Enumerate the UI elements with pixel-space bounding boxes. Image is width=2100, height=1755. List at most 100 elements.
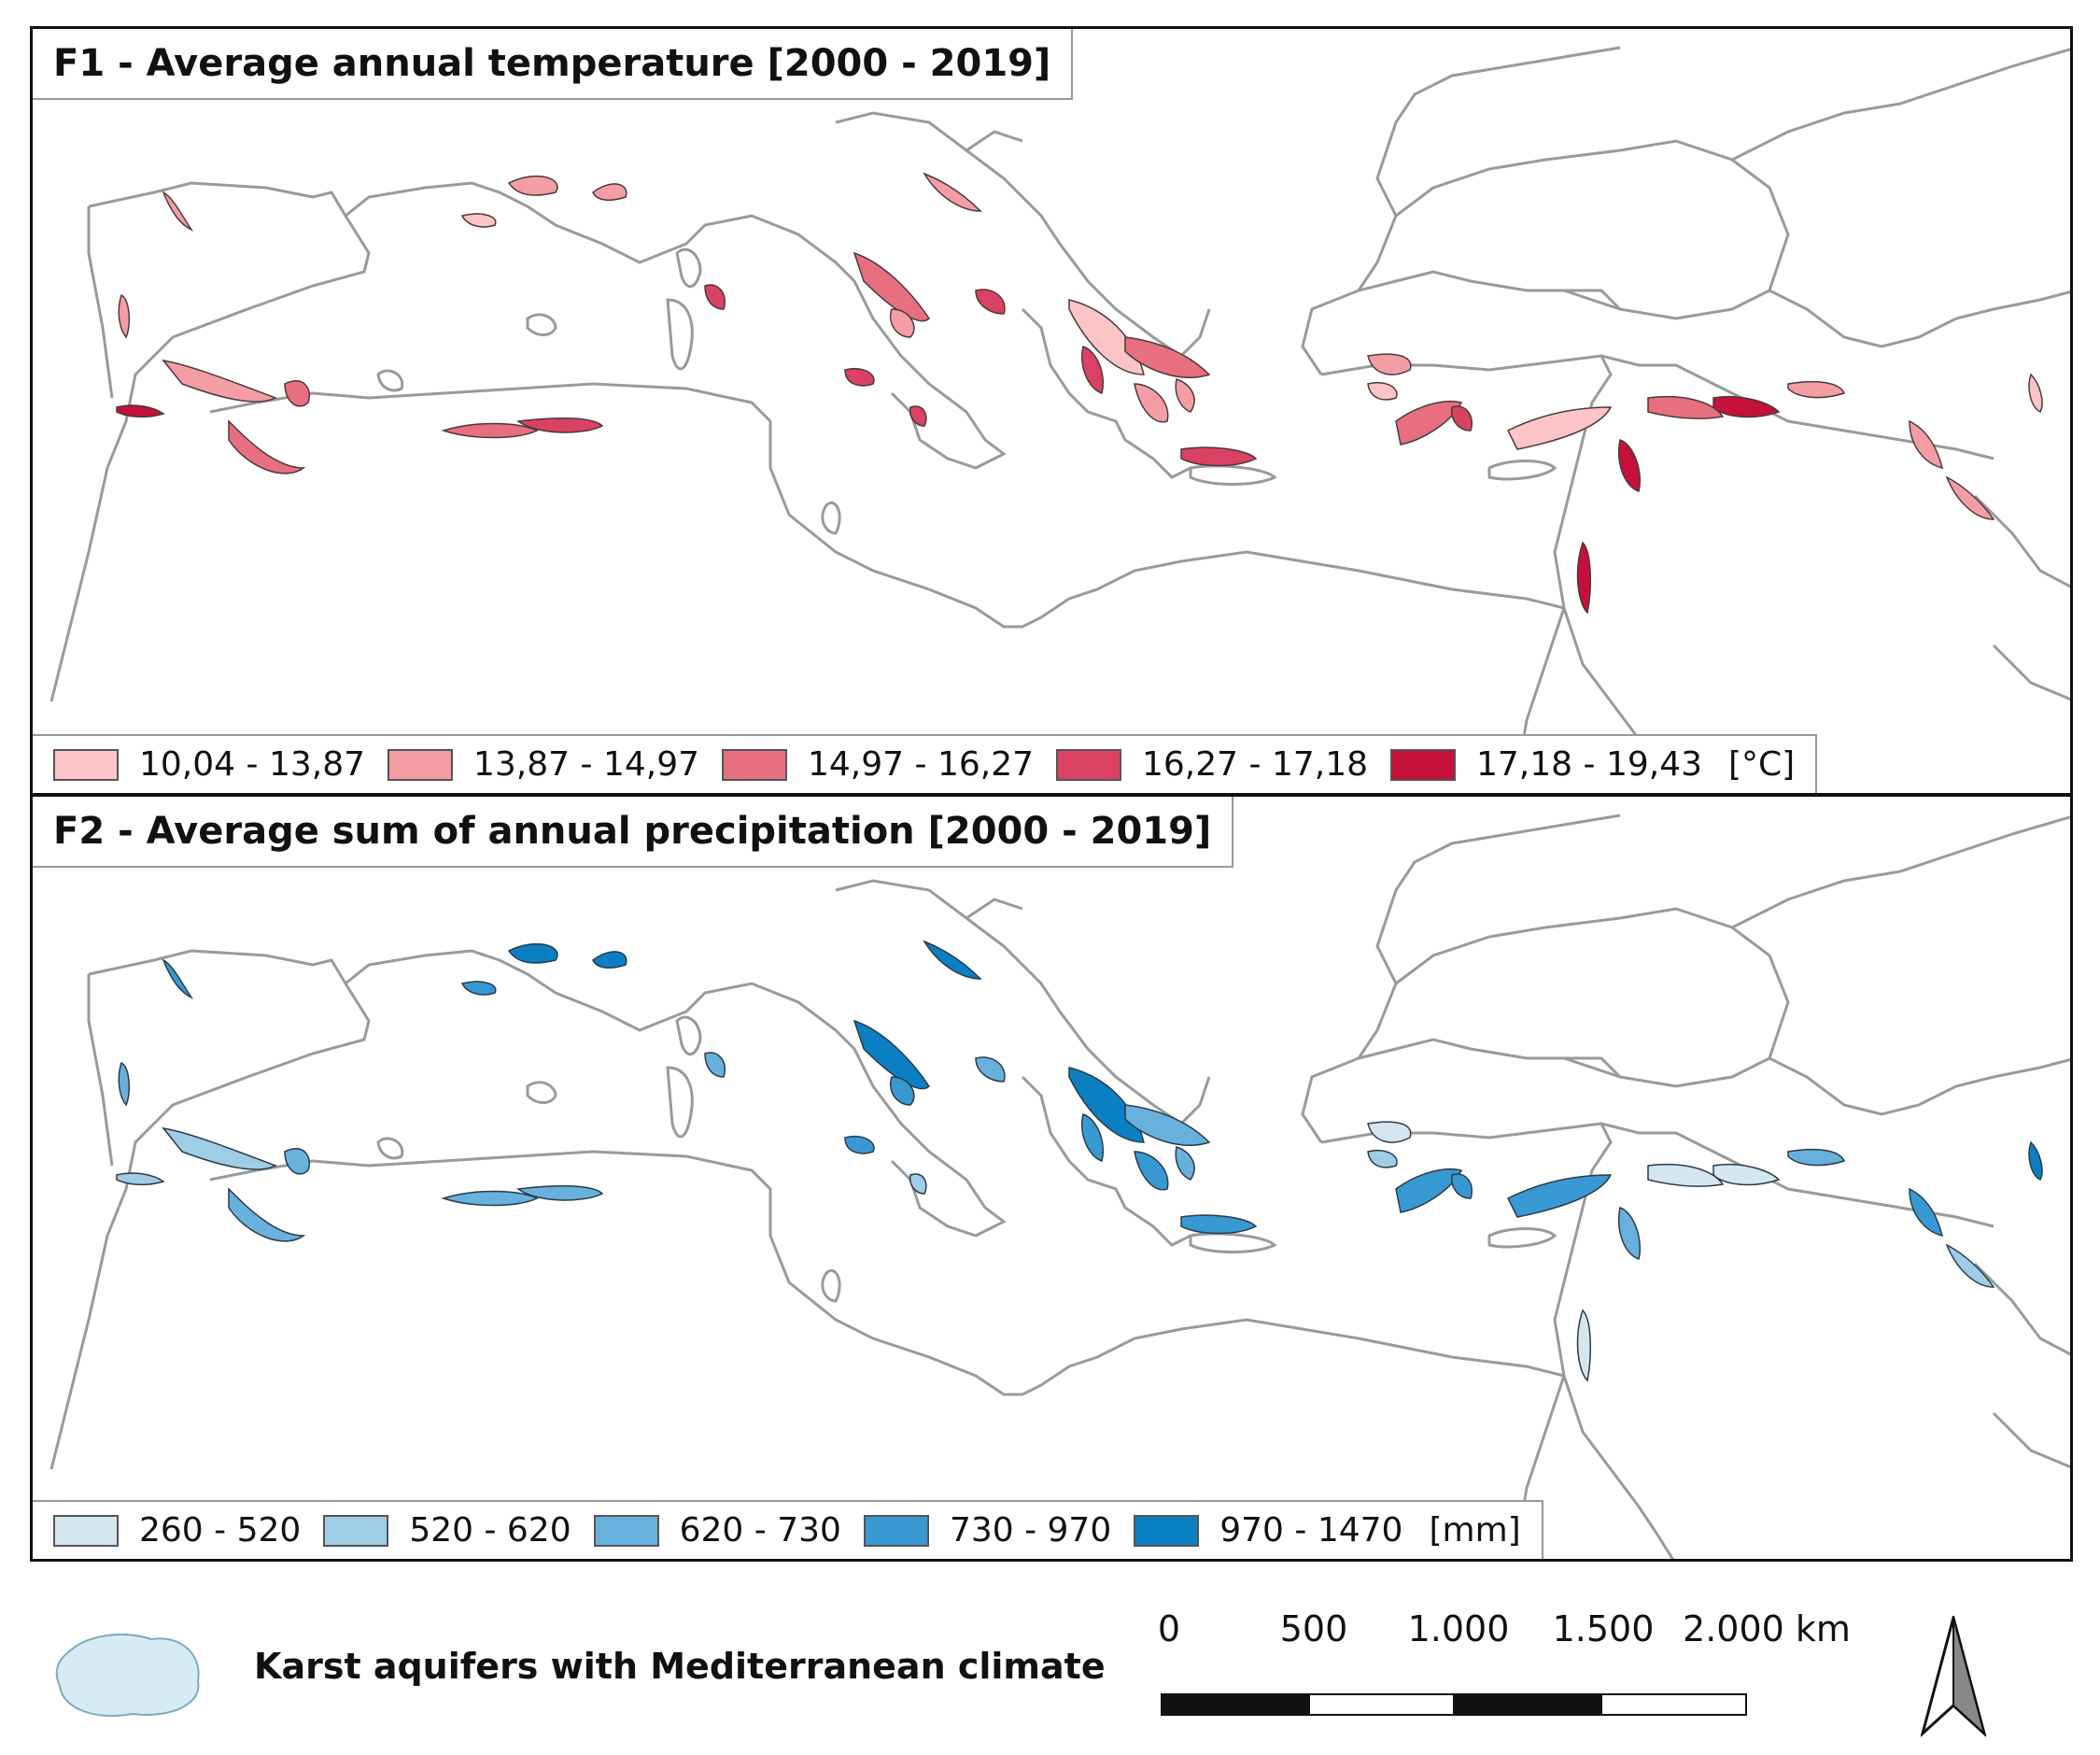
- aquifer-polygon: [1175, 1146, 1195, 1181]
- legend-label: 13,87 - 14,97: [473, 745, 699, 784]
- aquifer-polygon: [516, 1184, 604, 1201]
- legend-item: 730 - 970: [863, 1511, 1112, 1550]
- legend-label: 10,04 - 13,87: [139, 745, 365, 784]
- legend-swatch: [53, 748, 119, 781]
- legend-label: 520 - 620: [409, 1511, 571, 1550]
- aquifer-polygon: [228, 1187, 306, 1242]
- aquifer-polygon: [1712, 1163, 1781, 1186]
- legend-swatch: [1134, 1514, 1200, 1547]
- aquifer-polygon: [1787, 380, 1846, 399]
- aquifer-sample-label: Karst aquifers with Mediterranean climat…: [254, 1646, 1106, 1687]
- legend-unit: [mm]: [1429, 1511, 1521, 1550]
- aquifer-polygon: [1367, 1121, 1412, 1143]
- aquifer-polygon: [1787, 1148, 1846, 1167]
- legend-item: 620 - 730: [593, 1511, 841, 1550]
- aquifer-polygon: [507, 175, 558, 196]
- aquifer-polygon: [460, 981, 497, 996]
- aquifer-polygon: [923, 940, 982, 980]
- aquifer-polygon: [118, 293, 131, 339]
- legend-temperature: 10,04 - 13,87 13,87 - 14,97 14,97 - 16,2…: [33, 734, 1818, 793]
- legend-swatch: [863, 1514, 929, 1547]
- aquifer-polygon: [890, 308, 915, 338]
- aquifer-polygon: [909, 405, 927, 427]
- aquifer-polygon: [923, 172, 982, 212]
- aquifer-polygon: [1134, 383, 1169, 423]
- aquifer-polygon: [1576, 541, 1592, 615]
- aquifer-polygon: [1124, 336, 1211, 378]
- scale-label: 1.500: [1552, 1608, 1655, 1649]
- aquifer-polygon: [975, 289, 1006, 315]
- coastline: [49, 814, 2070, 1559]
- map-temperature: [49, 46, 2070, 793]
- aquifer-polygon: [1068, 299, 1145, 375]
- aquifer-polygon: [1180, 1214, 1258, 1235]
- panel-title: F1 - Average annual temperature [2000 - …: [33, 29, 1074, 100]
- aquifer-polygon: [228, 419, 306, 474]
- aquifer-polygons: [116, 172, 2043, 615]
- aquifer-polygon: [516, 417, 604, 433]
- aquifer-polygon: [1367, 382, 1398, 401]
- aquifer-polygon: [1175, 378, 1195, 413]
- aquifer-polygon: [1945, 475, 1995, 520]
- legend-item: 260 - 520: [53, 1511, 301, 1550]
- aquifer-polygon: [1618, 1207, 1641, 1260]
- legend-label: 17,18 - 19,43: [1476, 745, 1702, 784]
- aquifer-polygon: [1134, 1151, 1169, 1191]
- aquifer-polygon: [162, 191, 194, 232]
- coastline: [49, 46, 2070, 793]
- legend-label: 970 - 1470: [1219, 1511, 1403, 1550]
- map-panel-temperature: F1 - Average annual temperature [2000 - …: [30, 26, 2073, 796]
- legend-item: 14,97 - 16,27: [722, 745, 1034, 784]
- aquifer-polygon: [162, 1126, 277, 1170]
- aquifer-polygon: [1367, 1150, 1398, 1168]
- aquifer-polygon: [853, 251, 930, 322]
- legend-swatch: [1056, 748, 1121, 781]
- aquifer-polygon: [592, 951, 627, 969]
- aquifer-polygon: [844, 368, 875, 387]
- legend-swatch: [593, 1514, 659, 1547]
- aquifer-polygon: [704, 284, 726, 310]
- legend-swatch: [722, 748, 787, 781]
- aquifer-polygon: [1395, 1168, 1463, 1213]
- map-panel-precipitation: F2 - Average sum of annual precipitation…: [30, 794, 2073, 1562]
- aquifer-polygon: [1909, 1187, 1944, 1238]
- aquifer-polygon: [1367, 353, 1412, 375]
- legend-label: 14,97 - 16,27: [808, 745, 1034, 784]
- aquifer-polygon: [592, 183, 627, 202]
- aquifer-polygon: [909, 1173, 927, 1195]
- legend-item: 970 - 1470: [1134, 1511, 1402, 1550]
- aquifer-polygon: [844, 1136, 875, 1154]
- aquifer-polygon: [1451, 405, 1473, 432]
- legend-swatch: [388, 748, 453, 781]
- aquifer-polygon: [890, 1076, 915, 1106]
- north-arrow-icon: [1921, 1616, 1986, 1737]
- legend-item: 520 - 620: [323, 1511, 571, 1550]
- aquifer-polygon: [1180, 446, 1258, 467]
- aquifer-polygon: [2028, 1140, 2043, 1182]
- aquifer-polygon: [507, 942, 558, 964]
- aquifer-polygon: [116, 1172, 165, 1186]
- legend-swatch: [53, 1514, 119, 1547]
- scale-label: 1.000: [1407, 1608, 1510, 1649]
- aquifer-polygon: [1647, 395, 1725, 419]
- legend-item: 16,27 - 17,18: [1056, 745, 1368, 784]
- aquifer-polygon: [1081, 1113, 1104, 1162]
- aquifer-polygon: [116, 404, 165, 418]
- aquifer-polygon: [704, 1052, 726, 1078]
- aquifer-polygon: [1395, 401, 1463, 446]
- aquifer-polygon: [118, 1061, 131, 1107]
- aquifer-polygon: [162, 359, 277, 403]
- aquifer-polygon: [284, 380, 310, 407]
- aquifer-polygon: [2028, 373, 2043, 414]
- aquifer-polygon: [1081, 346, 1104, 394]
- aquifer-polygon: [162, 958, 194, 999]
- legend-swatch: [1390, 748, 1456, 781]
- aquifer-polygon: [1945, 1243, 1995, 1288]
- aquifer-polygon: [441, 422, 539, 439]
- aquifer-polygon: [1618, 439, 1641, 492]
- legend-label: 730 - 970: [949, 1511, 1112, 1550]
- aquifer-polygon: [1909, 419, 1944, 470]
- legend-precipitation: 260 - 520 520 - 620 620 - 730 730 - 970 …: [33, 1500, 1543, 1559]
- panel-title: F2 - Average sum of annual precipitation…: [33, 797, 1234, 868]
- aquifer-polygon: [1576, 1309, 1592, 1382]
